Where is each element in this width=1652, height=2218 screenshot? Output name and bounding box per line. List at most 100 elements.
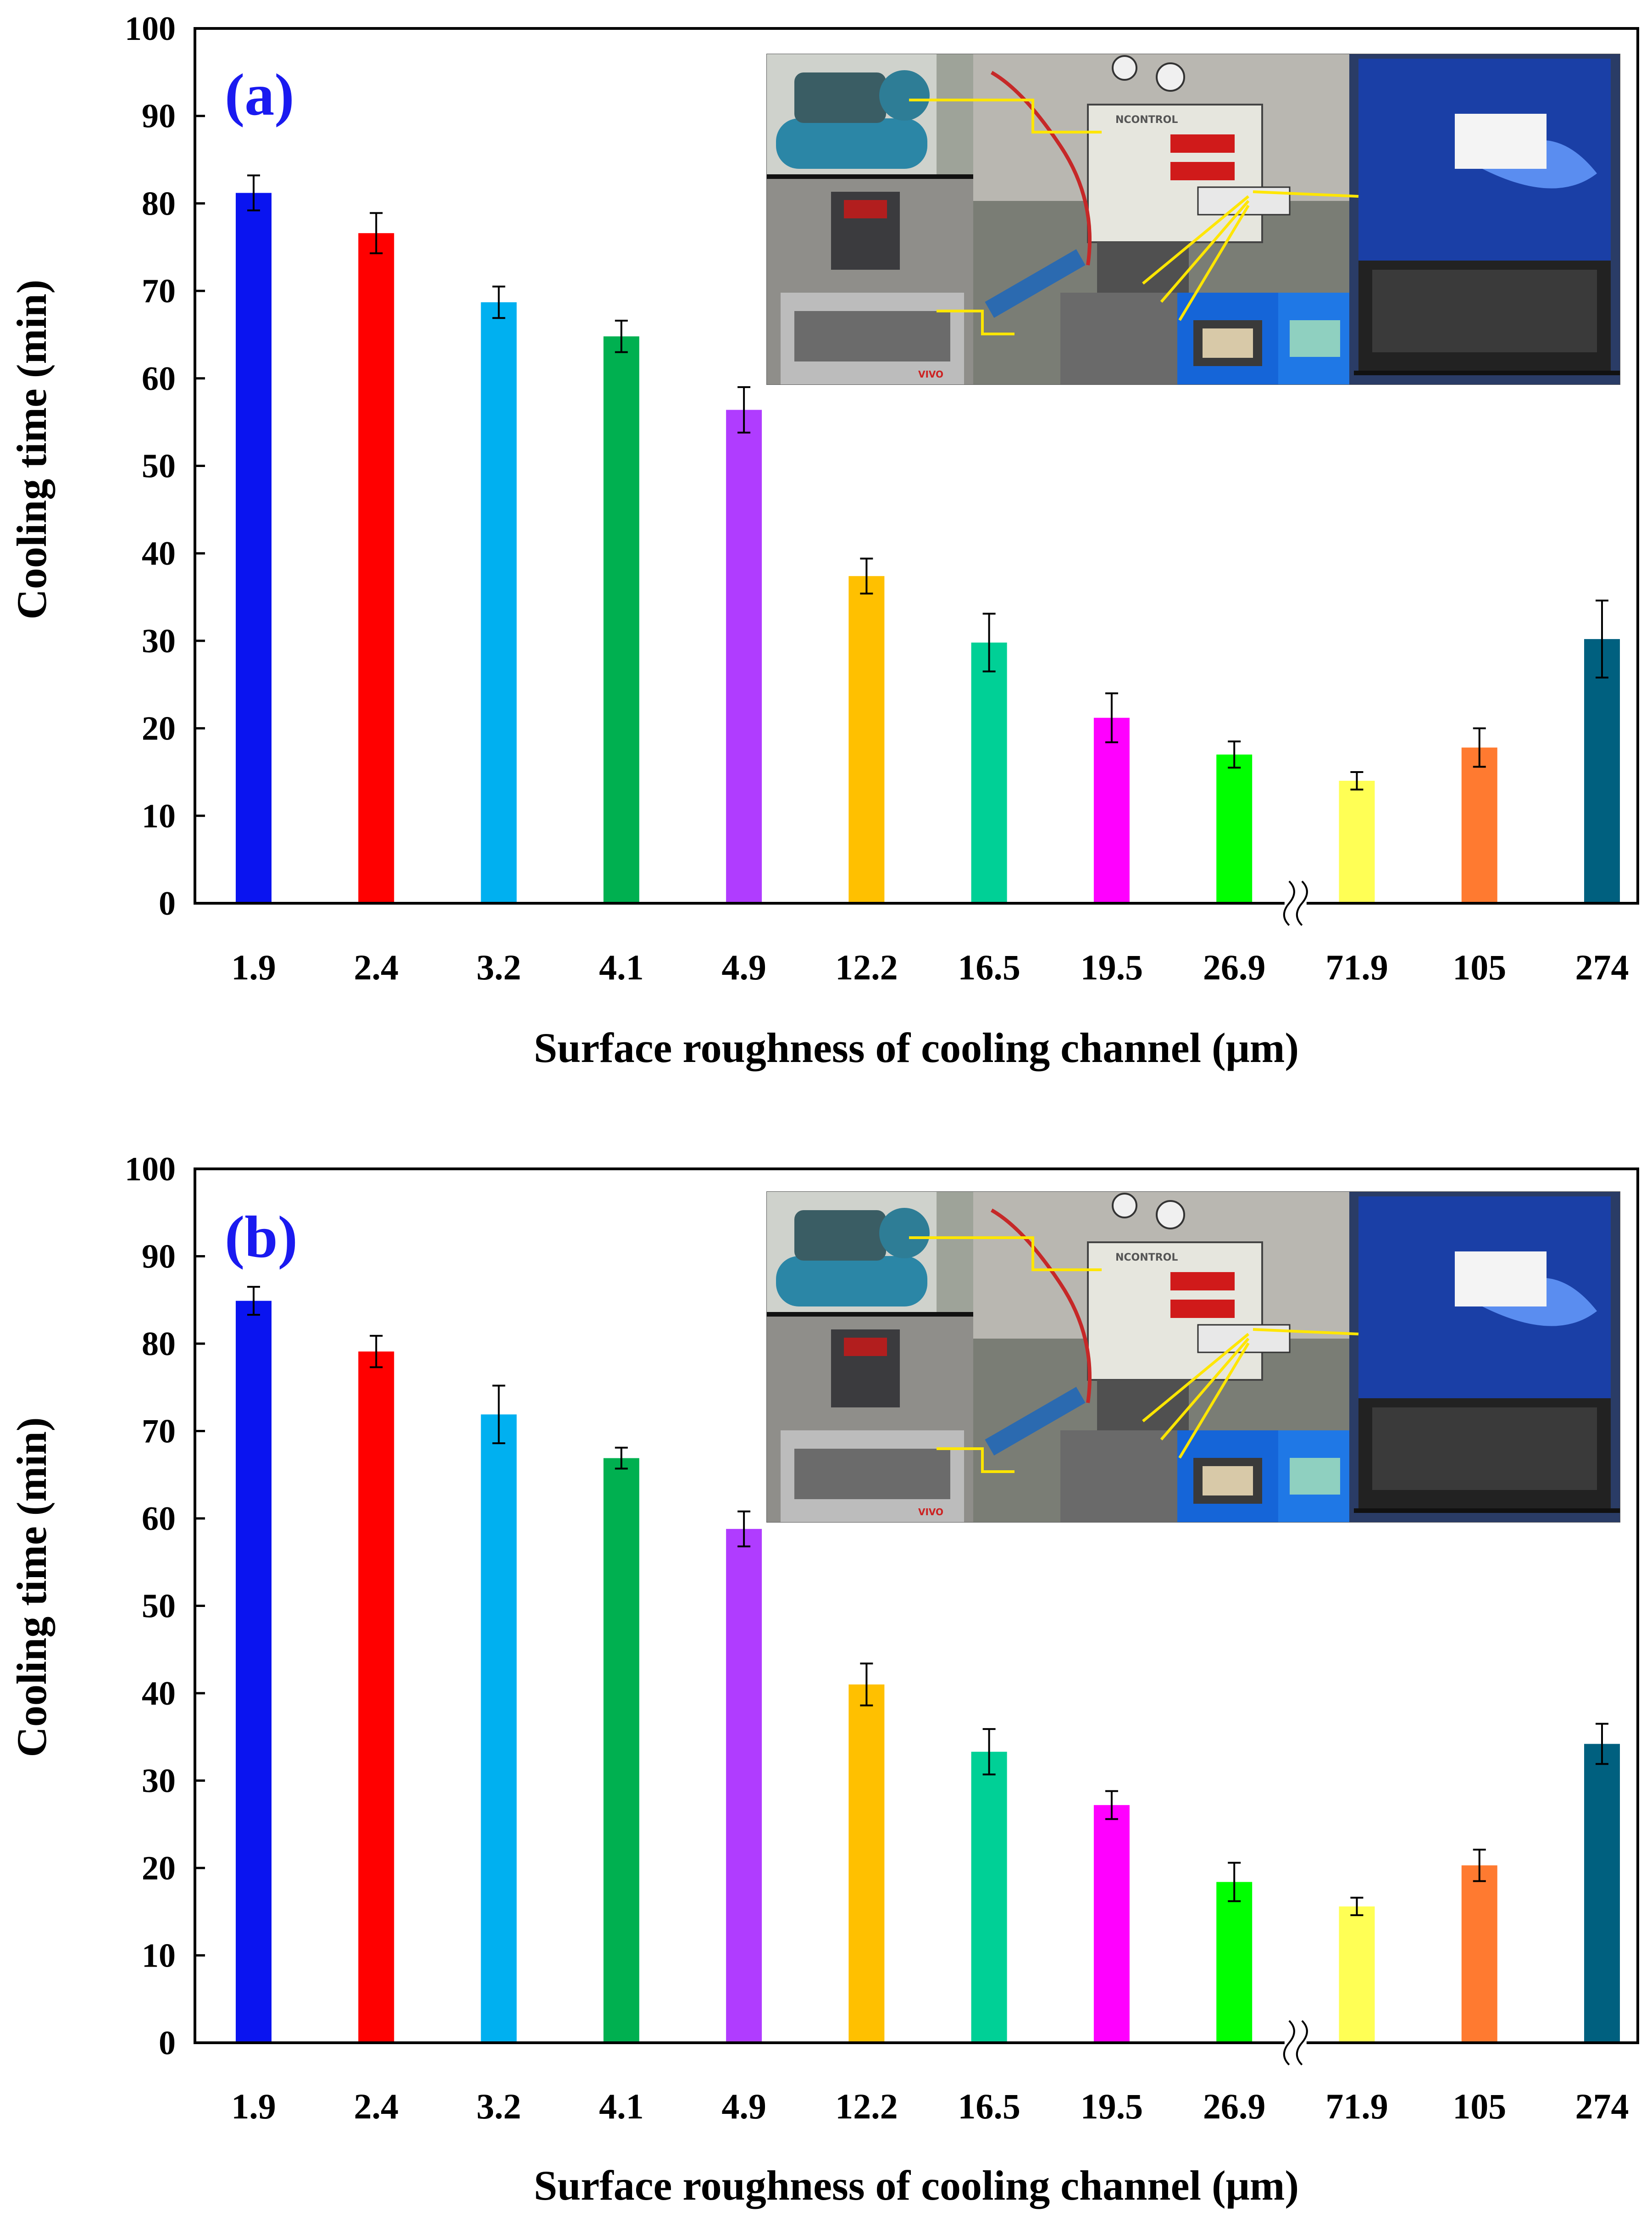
bar (1461, 1865, 1497, 2043)
x-tick-label: 12.2 (835, 947, 898, 987)
connector-lines (909, 1236, 1359, 1473)
bar (1339, 781, 1375, 903)
panel-label: (b) (225, 1204, 298, 1270)
laptop-photo (1349, 1192, 1620, 1522)
y-tick-label: 30 (142, 623, 176, 660)
mold-sample-photos (1177, 293, 1349, 384)
bar (603, 336, 639, 904)
error-bar (247, 174, 260, 211)
y-tick-label: 80 (142, 1325, 176, 1363)
x-tick-label: 26.9 (1203, 947, 1266, 987)
x-tick-label: 3.2 (477, 947, 521, 987)
x-tick-label: 4.1 (599, 947, 644, 987)
error-bars (247, 1286, 1608, 1916)
axis-break-line (1283, 2020, 1295, 2066)
controller-label: NCONTROL (1115, 1252, 1178, 1263)
y-tick-label: 20 (142, 710, 176, 748)
bars (236, 1301, 1620, 2043)
axis-break-line (1296, 880, 1308, 926)
y-tick-label: 20 (142, 1850, 176, 1887)
y-axis-title: Cooling time (min) (8, 279, 55, 619)
panel-label: (a) (225, 62, 294, 128)
bar (1216, 754, 1253, 903)
y-tick-label: 30 (142, 1762, 176, 1800)
x-tick-label: 4.9 (721, 947, 766, 987)
y-tick-label: 40 (142, 1675, 176, 1712)
y-tick-label: 90 (142, 98, 176, 135)
y-tick-label: 70 (142, 272, 176, 310)
x-axis-title: Surface roughness of cooling channel (μm… (534, 1024, 1299, 1071)
error-bar (1228, 1862, 1241, 1902)
y-tick-labels: 0 10 20 30 40 50 60 70 80 90 100 (125, 10, 176, 923)
error-bar (1228, 740, 1241, 769)
x-tick-label: 16.5 (958, 947, 1020, 987)
x-tick-label: 3.2 (477, 2086, 521, 2126)
axis-break-symbol (1283, 2020, 1308, 2066)
error-bars (247, 174, 1608, 791)
panel-b: Cooling time (min) Surface roughness of … (8, 1151, 1639, 2209)
x-tick-labels: 1.9 2.4 3.2 4.1 4.9 12.2 16.5 19.5 26.9 71.9 105 27… (231, 947, 1629, 987)
y-tick-labels: 0 10 20 30 40 50 60 70 80 90 100 (125, 1151, 176, 2062)
error-bar (1350, 771, 1364, 791)
y-tick-label: 0 (159, 2024, 176, 2062)
bars (236, 193, 1620, 904)
x-tick-label: 19.5 (1081, 2086, 1143, 2126)
x-tick-label: 274 (1575, 2086, 1629, 2126)
error-bar (492, 1384, 505, 1445)
bar (1461, 747, 1497, 903)
bar (358, 1351, 394, 2043)
air-compressor-photo (767, 1192, 973, 1317)
bar (1093, 717, 1130, 903)
air-compressor-photo (767, 54, 973, 179)
bar (603, 1458, 639, 2043)
x-tick-label: 1.9 (231, 2086, 276, 2126)
y-tick-label: 50 (142, 1588, 176, 1625)
y-tick-label: 10 (142, 797, 176, 835)
water-chiller-photo: VIVO (767, 179, 973, 384)
error-bar (1350, 1896, 1364, 1916)
axis-break-gap (1284, 883, 1307, 924)
axis-break-line (1296, 2020, 1308, 2066)
bar (358, 233, 394, 903)
error-bar (370, 212, 383, 255)
x-tick-label: 1.9 (231, 947, 276, 987)
plot-frame (194, 27, 1639, 905)
error-bar (737, 1510, 751, 1547)
x-tick-label: 274 (1575, 947, 1629, 987)
experimental-setup-photo: VIVO NCONTROL (766, 1191, 1620, 1523)
bar (1584, 639, 1620, 903)
bar (726, 1529, 762, 2043)
error-bar (737, 386, 751, 434)
bar (481, 302, 517, 903)
bar (971, 1751, 1007, 2043)
error-bar (860, 1662, 873, 1707)
error-bar (1105, 1790, 1118, 1820)
y-tick-label: 70 (142, 1413, 176, 1451)
y-tick-marks (195, 1167, 205, 2044)
mold-sample-photos (1177, 1430, 1349, 1522)
y-axis-title: Cooling time (min) (8, 1417, 55, 1757)
axis-break-gap (1284, 2022, 1307, 2063)
bar (1093, 1805, 1130, 2043)
error-bar (1105, 692, 1118, 744)
x-tick-labels: 1.9 2.4 3.2 4.1 4.9 12.2 16.5 19.5 26.9 71.9 105 27… (231, 2086, 1629, 2126)
x-axis-title: Surface roughness of cooling channel (μm… (534, 2162, 1299, 2209)
x-tick-label: 2.4 (354, 947, 399, 987)
y-tick-label: 60 (142, 1500, 176, 1538)
y-tick-label: 40 (142, 535, 176, 573)
error-bar (615, 319, 628, 353)
water-chiller-photo: VIVO (767, 1317, 973, 1522)
bar (848, 576, 885, 903)
bar (481, 1414, 517, 2043)
axis-break-symbol (1283, 880, 1308, 926)
error-bar (247, 1286, 260, 1316)
x-tick-label: 105 (1452, 2086, 1506, 2126)
x-tick-label: 2.4 (354, 2086, 399, 2126)
y-tick-label: 60 (142, 360, 176, 398)
x-tick-label: 71.9 (1325, 2086, 1388, 2126)
x-tick-label: 26.9 (1203, 2086, 1266, 2126)
laptop-photo (1349, 54, 1620, 384)
connector-lines (909, 99, 1359, 335)
error-bar (982, 612, 996, 673)
